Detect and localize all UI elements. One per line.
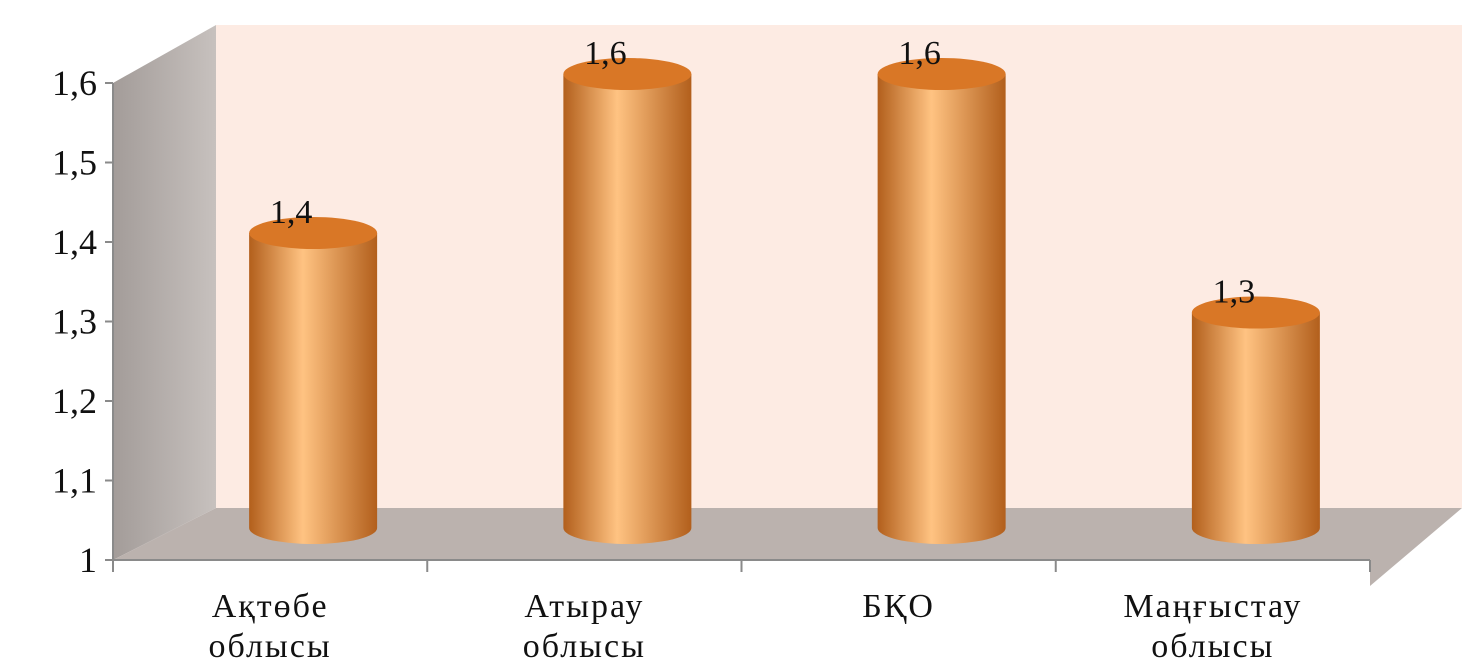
y-tick-label: 1,6 [52, 63, 97, 103]
bar [563, 58, 692, 544]
bar-body [249, 233, 378, 544]
data-label: 1,6 [898, 35, 941, 72]
y-tick-label: 1,1 [52, 461, 97, 501]
x-category-label-line: БҚО [862, 588, 935, 625]
data-label-group: 1,4 1,6 1,6 1,3 [270, 35, 1255, 311]
data-label: 1,6 [584, 35, 627, 72]
y-tick-label: 1,4 [52, 222, 97, 262]
bar-top [877, 58, 1006, 90]
plot-walls [113, 25, 1462, 586]
x-category-label: БҚО [862, 588, 935, 625]
y-tick-label: 1,5 [52, 143, 97, 183]
bar-top [249, 217, 378, 249]
x-category-label: Ақтөбе облысы [209, 588, 332, 659]
side-wall [113, 25, 216, 560]
bar [1191, 296, 1320, 544]
y-tick-label: 1 [79, 540, 97, 580]
bar-body [563, 74, 692, 544]
bar [249, 217, 378, 544]
x-category-label-line: облысы [1151, 628, 1274, 659]
y-tick-label: 1,2 [52, 381, 97, 421]
bar-top [563, 58, 692, 90]
bar-top [1191, 296, 1320, 329]
x-tick-group [112, 560, 1371, 572]
bar-series [249, 58, 1320, 544]
x-category-label: Атырау облысы [523, 588, 646, 659]
back-wall [216, 25, 1462, 508]
bar [877, 58, 1006, 544]
data-label: 1,3 [1213, 274, 1256, 311]
y-axis: 1 1,1 1,2 1,3 1,4 1,5 1,6 [52, 63, 114, 580]
x-category-label-line: Маңғыстау [1123, 588, 1302, 625]
x-category-label-line: Ақтөбе [212, 588, 329, 625]
x-category-label: Маңғыстау облысы [1123, 588, 1302, 659]
x-category-label-line: Атырау [524, 588, 644, 625]
y-tick-label: 1,3 [52, 302, 97, 342]
x-category-label-line: облысы [523, 628, 646, 659]
bar-body [1191, 312, 1320, 544]
x-category-label-line: облысы [209, 628, 332, 659]
bar-body [877, 74, 1006, 544]
y-tick-group: 1 1,1 1,2 1,3 1,4 1,5 1,6 [52, 63, 113, 580]
floor [113, 508, 1462, 586]
data-label: 1,4 [270, 194, 313, 231]
